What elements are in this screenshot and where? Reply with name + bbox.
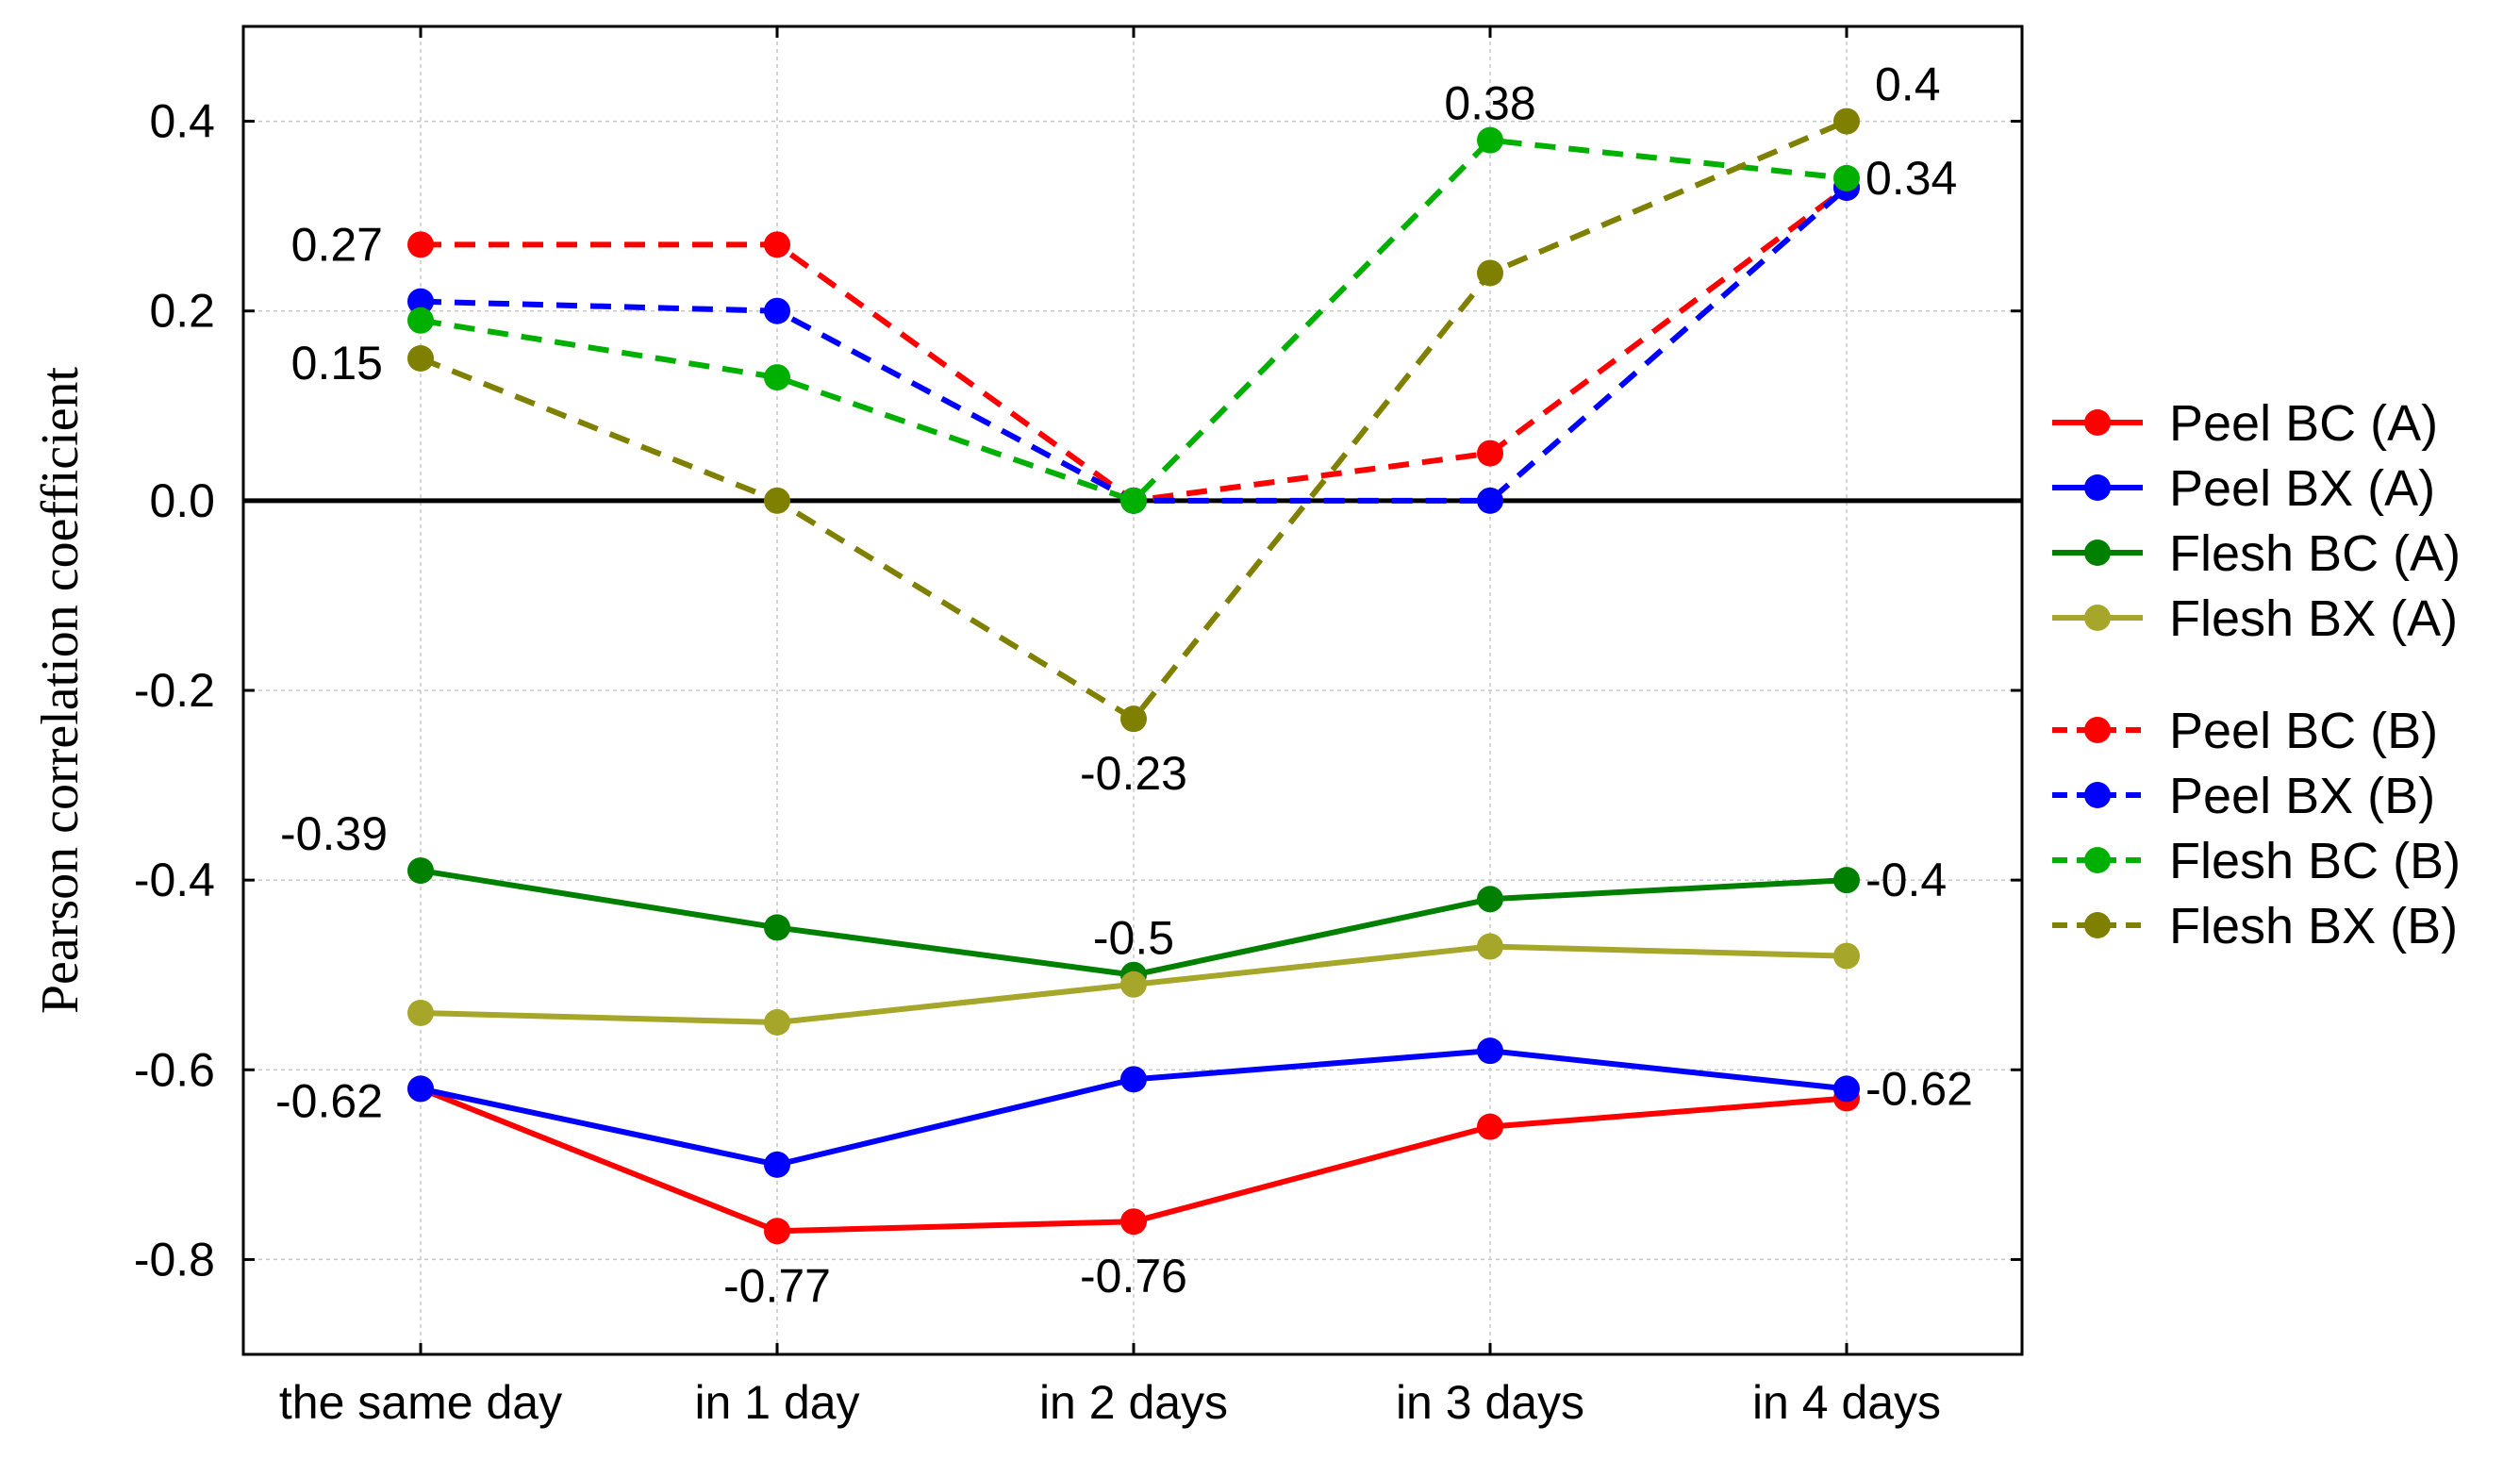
data-label: 0.4 [1875,58,1941,111]
data-label: -0.4 [1865,854,1947,906]
legend-swatch-marker [2084,539,2111,566]
legend-item-peel-bx-b: Peel BX (B) [2052,768,2435,824]
data-point-flesh-bx-b [1833,108,1860,135]
x-tick-label: in 1 day [694,1376,859,1429]
legend-item-flesh-bc-b: Flesh BC (B) [2052,833,2461,889]
data-label: -0.23 [1080,747,1187,800]
data-point-flesh-bc-a [407,857,434,885]
series-flesh-bx-a [407,933,1860,1036]
data-label-layer: 0.27 0.15 -0.39 -0.62 -0.77 -0.23 -0.5 -0.76 0.3… [275,58,1973,1313]
data-point-flesh-bx-b [764,487,790,514]
data-label: 0.15 [291,337,383,390]
series-line-flesh-bx-b [419,118,1849,722]
data-point-peel-bx-a [1833,1075,1860,1103]
data-label: -0.39 [280,807,388,860]
data-point-flesh-bc-b [1833,164,1860,191]
legend-swatch-marker [2084,847,2111,873]
data-point-flesh-bx-a [1833,942,1860,970]
data-point-peel-bx-a [764,1151,790,1178]
data-point-flesh-bx-a [1120,971,1147,998]
y-axis-label: Pearson correlation coefficient [31,366,90,1014]
x-tick-label: in 4 days [1752,1376,1941,1429]
data-label: -0.76 [1080,1250,1187,1302]
legend-item-flesh-bx-a: Flesh BX (A) [2052,590,2458,647]
legend-swatch-marker [2084,474,2111,501]
data-point-flesh-bc-b [1477,126,1503,154]
data-point-peel-bc-a [1477,1113,1503,1140]
legend-label: Peel BC (A) [2169,395,2438,452]
legend-item-peel-bc-b: Peel BC (B) [2052,703,2438,759]
data-point-peel-bx-a [407,1075,434,1103]
data-point-peel-bx-a [1120,1066,1147,1093]
data-point-flesh-bx-a [764,1009,790,1036]
legend-item-flesh-bx-b: Flesh BX (B) [2052,898,2458,954]
axis-ticks: -0.8 -0.6 -0.4 -0.2 0.0 0.2 0.4 the same day in … [134,26,2022,1429]
data-label: -0.77 [723,1259,831,1312]
legend-item-peel-bc-a: Peel BC (A) [2052,395,2438,452]
data-label: -0.62 [1865,1062,1973,1115]
data-point-peel-bc-b [764,231,790,258]
data-label: 0.38 [1444,77,1535,130]
legend-item-flesh-bc-a: Flesh BC (A) [2052,525,2461,582]
y-tick-label: -0.4 [134,854,215,906]
series-flesh-bx-b [407,108,1860,733]
y-tick-label: -0.2 [134,664,215,717]
series-line-flesh-bc-b [420,137,1848,504]
series-layer [407,108,1860,1245]
legend-label: Peel BX (A) [2169,460,2435,517]
y-tick-label: 0.0 [149,474,215,527]
y-tick-label: -0.6 [134,1043,215,1096]
data-label: -0.62 [275,1074,383,1127]
data-point-flesh-bx-b [1477,259,1503,287]
data-point-peel-bc-a [1120,1208,1147,1236]
legend-swatch-marker [2084,912,2111,938]
data-point-flesh-bx-a [407,999,434,1026]
data-point-peel-bx-a [1477,1037,1503,1065]
legend-item-peel-bx-a: Peel BX (A) [2052,460,2435,517]
data-point-flesh-bx-b [407,345,434,372]
data-point-peel-bc-b [407,231,434,258]
legend-label: Flesh BX (A) [2169,590,2458,647]
y-tick-label: 0.2 [149,285,215,338]
y-tick-label: -0.8 [134,1233,215,1286]
data-point-flesh-bx-a [1477,933,1503,960]
data-point-flesh-bc-a [1477,886,1503,913]
x-tick-label: in 3 days [1396,1376,1584,1429]
data-point-flesh-bc-b [1120,487,1147,514]
legend-swatch-marker [2084,717,2111,743]
data-point-peel-bc-a [764,1218,790,1245]
x-tick-label: in 2 days [1039,1376,1228,1429]
legend-swatch-marker [2084,409,2111,436]
x-tick-label: the same day [279,1376,562,1429]
data-point-peel-bx-b [764,297,790,324]
data-point-flesh-bc-a [764,914,790,941]
data-point-flesh-bx-b [1120,705,1147,733]
legend-label: Peel BC (B) [2169,703,2438,759]
legend-swatch-marker [2084,782,2111,808]
y-tick-label: 0.4 [149,95,215,148]
series-peel-bx-a [407,1037,1860,1178]
grid-lines [243,26,2022,1354]
data-point-flesh-bc-a [1833,867,1860,894]
legend-label: Flesh BC (B) [2169,833,2461,889]
data-label: 0.27 [291,218,383,271]
legend-label: Flesh BC (A) [2169,525,2461,582]
data-point-peel-bc-b [1477,440,1503,467]
series-flesh-bc-b [407,126,1860,514]
legend: Peel BC (A) Peel BX (A) Flesh BC (A) Flesh … [2052,395,2461,954]
legend-label: Peel BX (B) [2169,768,2435,824]
legend-swatch-marker [2084,605,2111,631]
legend-label: Flesh BX (B) [2169,898,2458,954]
data-point-flesh-bc-b [407,307,434,334]
data-point-peel-bx-b [407,288,434,315]
data-label: 0.34 [1865,152,1957,205]
data-point-flesh-bc-b [764,364,790,391]
data-label: -0.5 [1093,912,1174,965]
data-point-peel-bx-b [1477,487,1503,514]
